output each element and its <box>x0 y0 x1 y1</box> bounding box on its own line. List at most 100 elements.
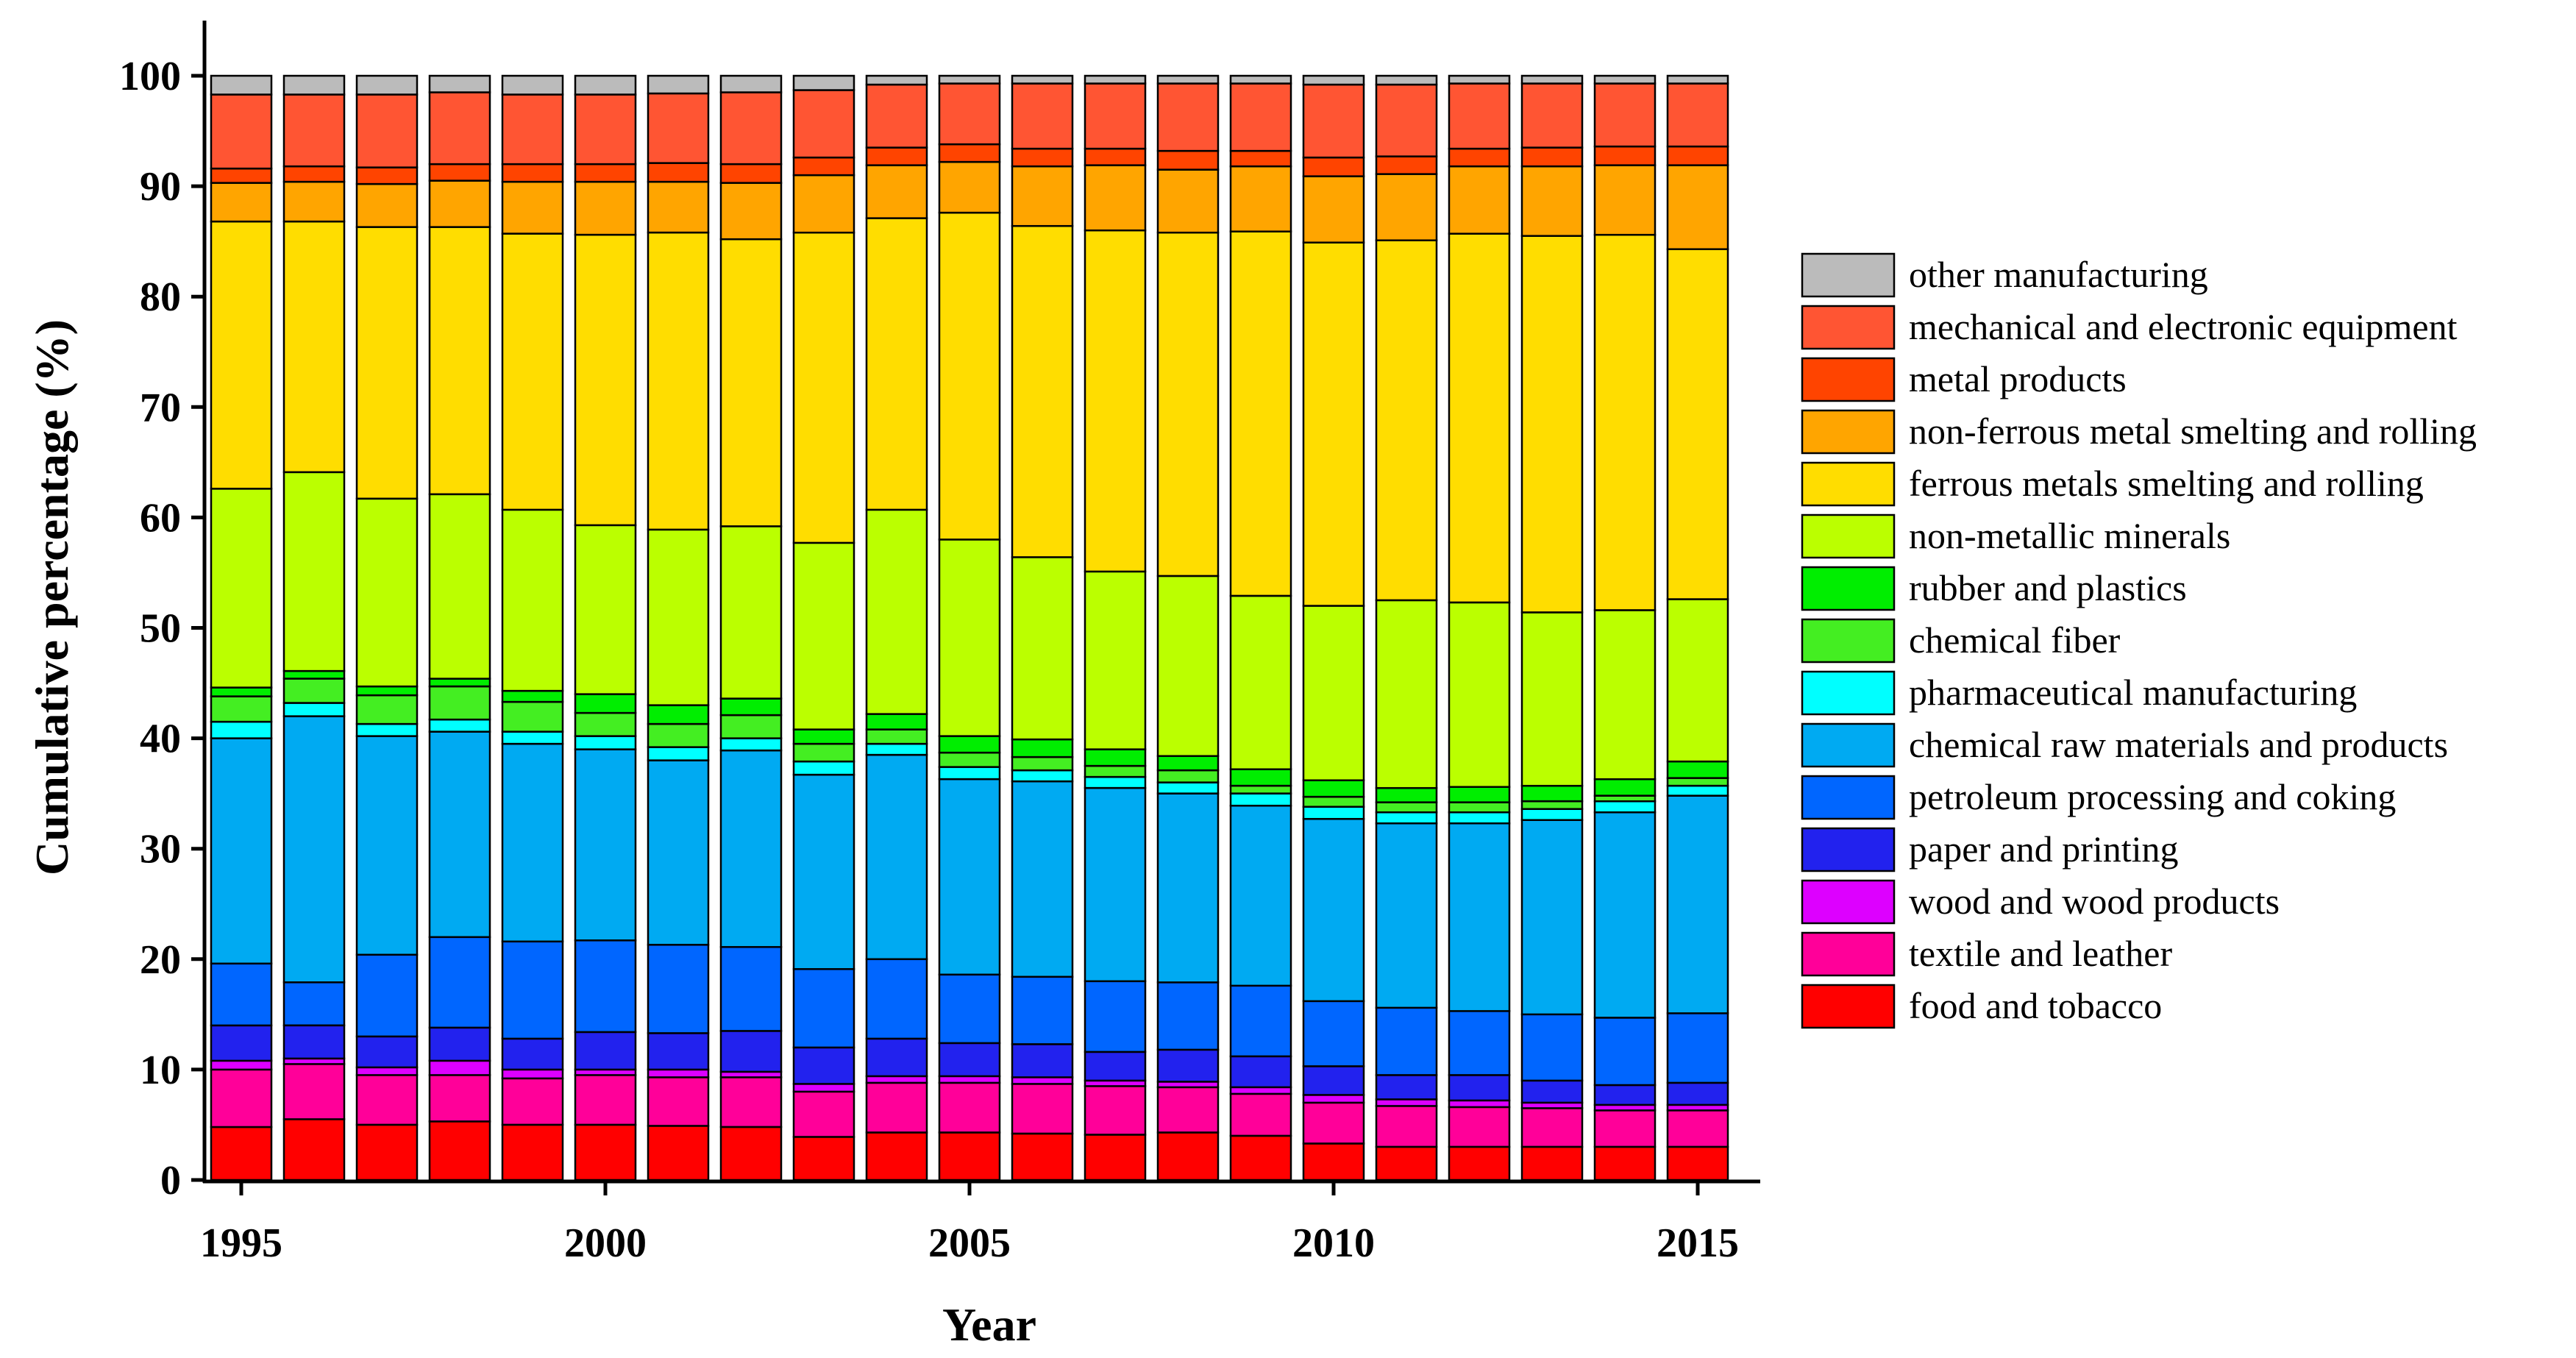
y-tick-label-80: 80 <box>140 274 181 320</box>
bar-segment-2001-9 <box>647 528 710 706</box>
bar-segment-2010-14 <box>1302 74 1365 86</box>
bar-segment-2009-13 <box>1229 82 1292 152</box>
bar-segment-2015-1 <box>1666 1109 1729 1148</box>
legend-label-9: chemical raw materials and products <box>1909 724 2448 765</box>
bar-segment-2003-10 <box>792 231 855 544</box>
bar-segment-2015-0 <box>1666 1145 1729 1181</box>
bar-segment-2008-1 <box>1156 1086 1220 1134</box>
bar-segment-1999-0 <box>501 1123 564 1181</box>
bar-segment-1999-11 <box>501 180 564 235</box>
bar-segment-2015-13 <box>1666 82 1729 148</box>
bar-segment-2003-11 <box>792 174 855 234</box>
bar-segment-2013-13 <box>1520 82 1584 149</box>
bar-segment-2004-13 <box>865 83 928 149</box>
bar-segment-2010-7 <box>1302 795 1365 808</box>
x-tick-label-2000: 2000 <box>564 1220 647 1266</box>
bar-segment-2001-14 <box>647 74 710 95</box>
bar-segment-2014-5 <box>1593 811 1657 1019</box>
legend-label-7: chemical fiber <box>1909 619 2121 661</box>
bar-segment-2002-9 <box>719 525 783 700</box>
bar-segment-2001-10 <box>647 231 710 531</box>
bar-segment-2001-12 <box>647 162 710 183</box>
bar-segment-1996-7 <box>282 678 346 704</box>
bar-segment-1997-7 <box>355 694 419 725</box>
bar-segment-2003-7 <box>792 742 855 763</box>
bar-segment-2011-10 <box>1375 239 1438 602</box>
bar-segment-2003-8 <box>792 728 855 745</box>
bar-segment-1997-6 <box>355 722 419 737</box>
bar-segment-1998-10 <box>428 226 491 496</box>
bar-segment-2014-1 <box>1593 1109 1657 1148</box>
bar-segment-2012-13 <box>1448 82 1511 150</box>
bar-segment-2013-4 <box>1520 1013 1584 1082</box>
bar-segment-2014-10 <box>1593 233 1657 611</box>
bar-segment-2005-12 <box>938 143 1001 163</box>
bar-segment-1996-14 <box>282 74 346 96</box>
bar-segment-1995-0 <box>210 1126 273 1181</box>
bar-segment-1998-9 <box>428 493 491 680</box>
bar-segment-1998-2 <box>428 1059 491 1076</box>
bar-segment-2009-0 <box>1229 1134 1292 1181</box>
bar-segment-2009-6 <box>1229 792 1292 807</box>
bar-segment-2004-12 <box>865 146 928 166</box>
bar-segment-2000-3 <box>574 1031 637 1071</box>
bar-segment-2010-5 <box>1302 817 1365 1003</box>
bar-segment-2004-4 <box>865 958 928 1040</box>
bar-segment-2003-3 <box>792 1046 855 1085</box>
bar-segment-2006-11 <box>1011 165 1074 227</box>
bar-segment-1995-11 <box>210 182 273 223</box>
bar-segment-1997-1 <box>355 1074 419 1126</box>
bar-segment-2015-8 <box>1666 760 1729 779</box>
bar-segment-1998-12 <box>428 163 491 182</box>
bar-segment-1998-4 <box>428 936 491 1029</box>
bar-segment-2005-13 <box>938 82 1001 146</box>
bar-segment-2002-11 <box>719 182 783 241</box>
bar-segment-1997-9 <box>355 497 419 688</box>
bar-segment-2009-4 <box>1229 984 1292 1058</box>
bar-segment-2003-6 <box>792 760 855 776</box>
bar-segment-2000-7 <box>574 711 637 737</box>
bar-segment-2003-0 <box>792 1136 855 1181</box>
bar-segment-2006-10 <box>1011 224 1074 558</box>
bar-segment-2014-12 <box>1593 145 1657 166</box>
bar-segment-1995-7 <box>210 695 273 723</box>
legend-swatch-14 <box>1801 984 1896 1029</box>
bar-segment-2004-1 <box>865 1081 928 1134</box>
bar-segment-2015-6 <box>1666 784 1729 797</box>
legend-swatch-1 <box>1801 305 1896 350</box>
bar-segment-2002-7 <box>719 714 783 739</box>
bar-segment-2002-13 <box>719 91 783 166</box>
legend-label-6: rubber and plastics <box>1909 567 2187 608</box>
bar-segment-2003-14 <box>792 74 855 91</box>
y-tick-label-40: 40 <box>140 717 181 762</box>
bar-segment-2014-13 <box>1593 82 1657 148</box>
bar-segment-2012-8 <box>1448 786 1511 803</box>
bar-segment-2004-6 <box>865 742 928 756</box>
bar-segment-2003-13 <box>792 89 855 159</box>
bar-segment-2010-8 <box>1302 779 1365 798</box>
bar-segment-2006-3 <box>1011 1043 1074 1078</box>
legend-label-12: wood and wood products <box>1909 881 2280 922</box>
bar-segment-2008-3 <box>1156 1048 1220 1083</box>
bar-segment-2007-12 <box>1084 147 1147 166</box>
bar-segment-2013-8 <box>1520 784 1584 803</box>
legend-swatch-0 <box>1801 252 1896 298</box>
legend-label-3: non-ferrous metal smelting and rolling <box>1909 410 2477 452</box>
bar-segment-1996-1 <box>282 1063 346 1120</box>
x-axis-title: Year <box>942 1298 1036 1351</box>
bar-segment-2007-4 <box>1084 980 1147 1053</box>
bar-segment-2014-6 <box>1593 800 1657 814</box>
bar-segment-2006-7 <box>1011 756 1074 772</box>
bar-segment-2009-7 <box>1229 784 1292 794</box>
bar-segment-2000-6 <box>574 735 637 750</box>
bar-segment-2015-12 <box>1666 145 1729 166</box>
bar-segment-2002-1 <box>719 1076 783 1128</box>
bar-segment-2000-8 <box>574 693 637 714</box>
bar-segment-2013-1 <box>1520 1107 1584 1148</box>
bar-segment-1996-0 <box>282 1118 346 1181</box>
legend-swatch-13 <box>1801 931 1896 977</box>
bar-segment-2005-2 <box>938 1075 1001 1084</box>
bar-segment-2015-3 <box>1666 1081 1729 1106</box>
y-tick-label-50: 50 <box>140 606 181 652</box>
legend-label-8: pharmaceutical manufacturing <box>1909 672 2357 713</box>
